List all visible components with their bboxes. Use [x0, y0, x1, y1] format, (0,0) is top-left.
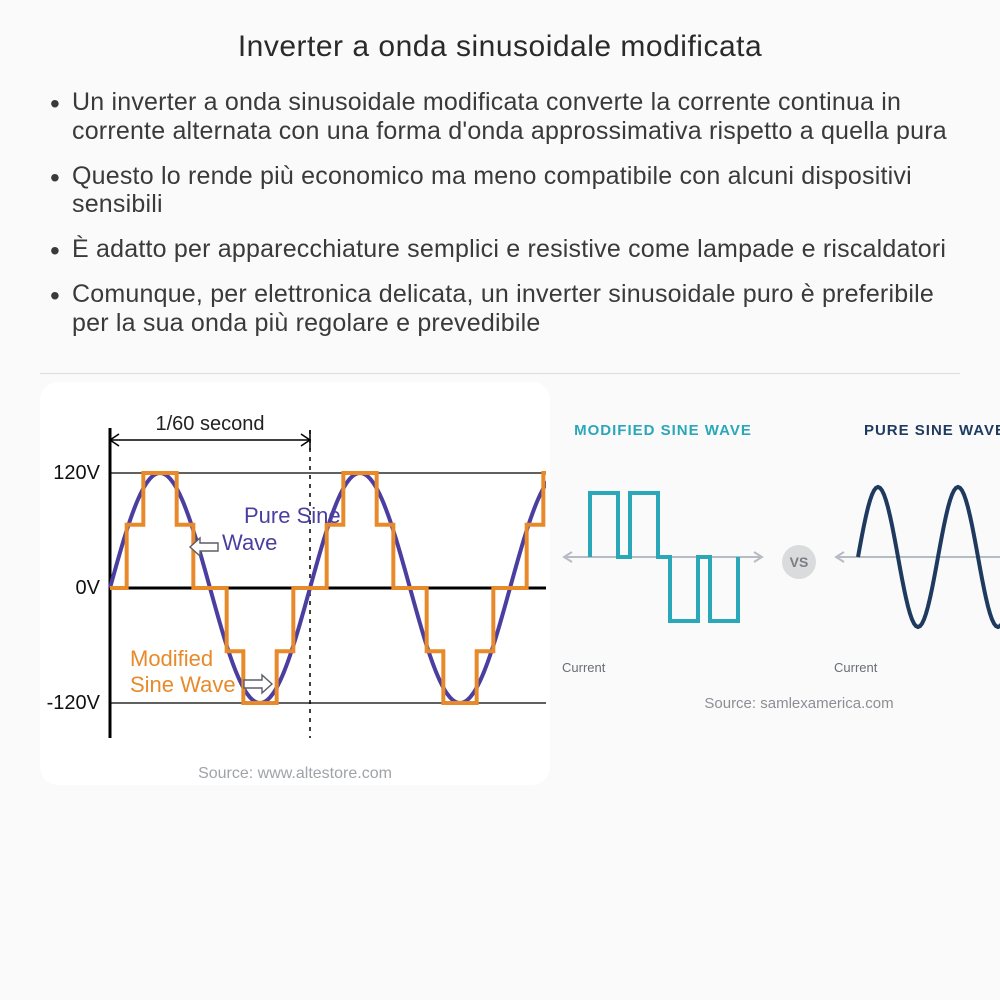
right-source: Source: samlexamerica.com	[704, 695, 893, 712]
left-chart-card: 1/60 second 120V 0V -120V Pure SineWave Modif…	[40, 382, 550, 785]
svg-text:Sine Wave: Sine Wave	[130, 672, 236, 697]
pure-wave-block: PURE SINE WAVE Current	[830, 422, 1000, 675]
sine-comparison-chart: 1/60 second 120V 0V -120V Pure SineWave Modif…	[44, 388, 546, 758]
left-source: Source: www.altestore.com	[44, 765, 546, 783]
pure-wave-title: PURE SINE WAVE	[830, 422, 1000, 439]
current-label: Current	[558, 660, 768, 675]
svg-text:1/60 second: 1/60 second	[156, 413, 265, 435]
bullet-list: Un inverter a onda sinusoidale modificat…	[40, 88, 960, 337]
svg-text:Pure Sine: Pure Sine	[244, 503, 341, 528]
modified-wave-chart	[558, 449, 768, 659]
bullet-item: Un inverter a onda sinusoidale modificat…	[46, 88, 954, 146]
section-divider	[40, 373, 960, 374]
svg-text:Modified: Modified	[130, 646, 213, 671]
svg-text:Wave: Wave	[222, 530, 277, 555]
bullet-item: Comunque, per elettronica delicata, un i…	[46, 280, 954, 338]
bullet-item: È adatto per apparecchiature semplici e …	[46, 235, 954, 264]
right-chart-panel: MODIFIED SINE WAVE Current VS PURE SINE …	[558, 382, 1000, 712]
vs-badge: VS	[782, 545, 816, 579]
page-title: Inverter a onda sinusoidale modificata	[40, 30, 960, 64]
svg-text:120V: 120V	[53, 462, 100, 484]
pure-wave-chart	[830, 449, 1000, 659]
current-label: Current	[830, 660, 1000, 675]
modified-wave-block: MODIFIED SINE WAVE Current	[558, 422, 768, 675]
modified-wave-title: MODIFIED SINE WAVE	[558, 422, 768, 439]
svg-text:0V: 0V	[76, 577, 101, 599]
svg-text:-120V: -120V	[47, 692, 101, 714]
bullet-item: Questo lo rende più economico ma meno co…	[46, 162, 954, 220]
